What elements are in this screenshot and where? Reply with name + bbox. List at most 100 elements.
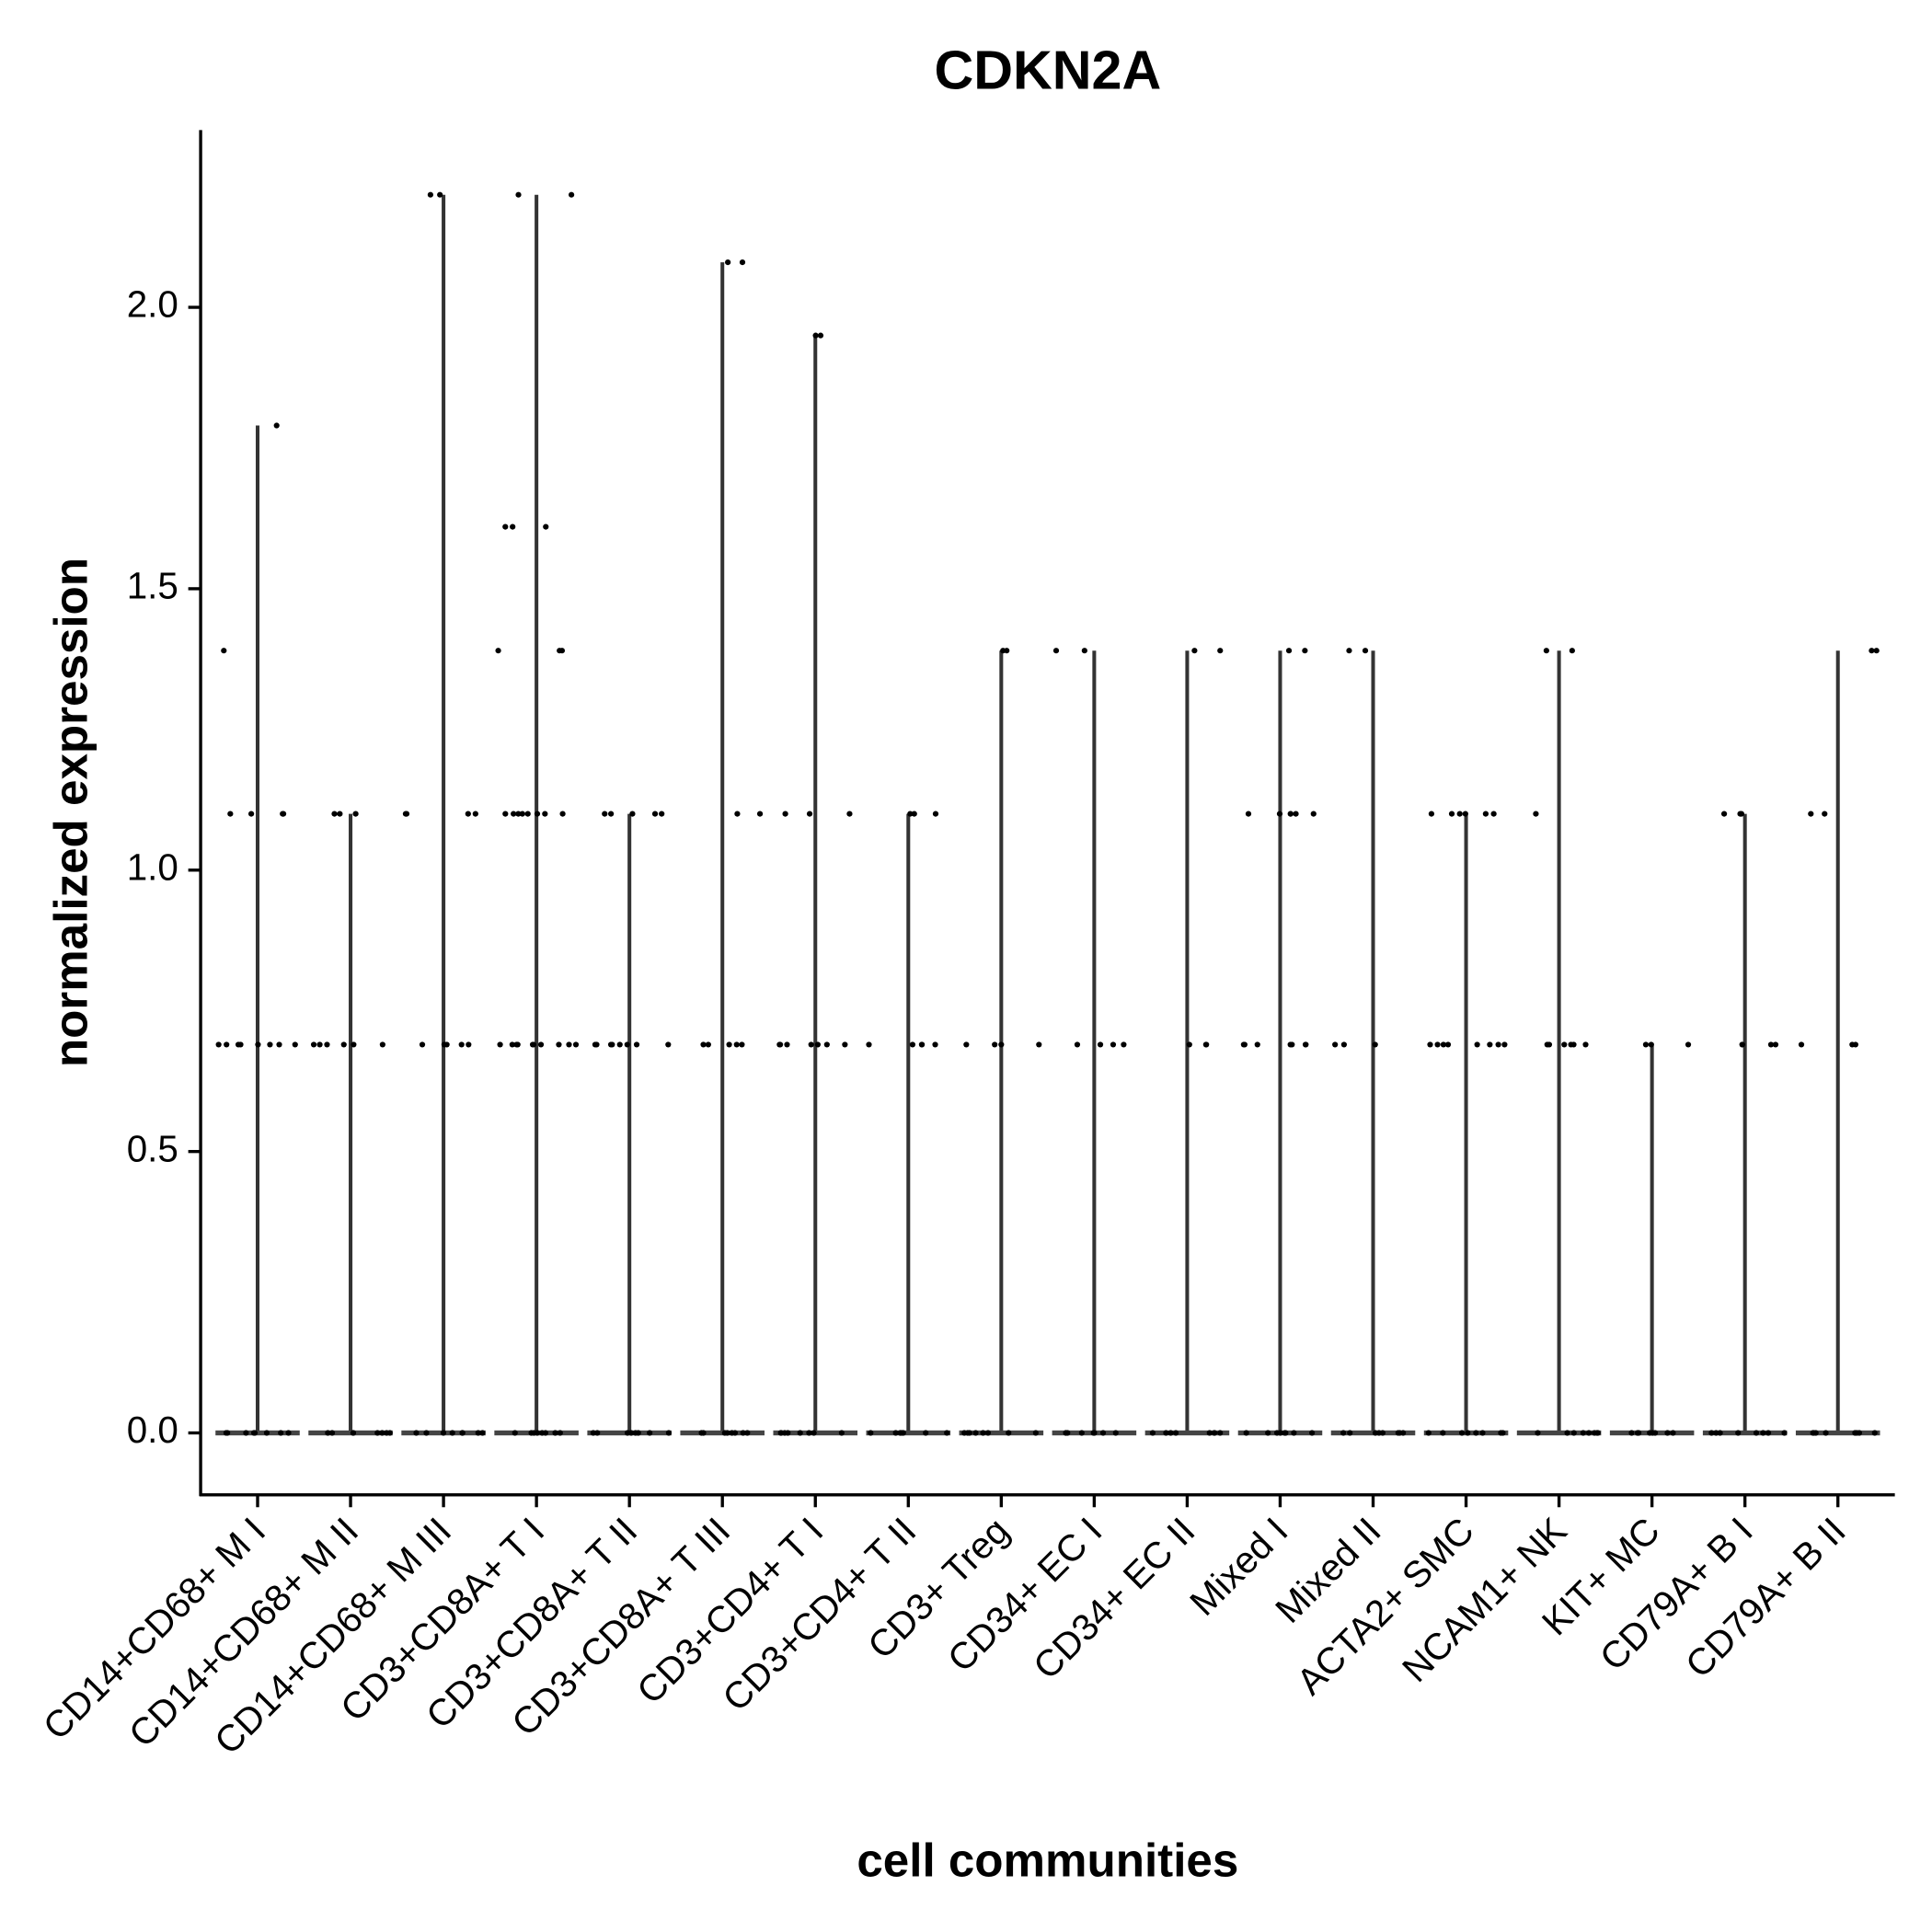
point xyxy=(838,1430,845,1436)
point xyxy=(1265,1430,1271,1436)
y-axis-title: normalized expression xyxy=(44,558,97,1067)
point xyxy=(1032,1430,1039,1436)
point xyxy=(627,1430,635,1436)
point xyxy=(892,1430,899,1436)
point xyxy=(1052,648,1060,654)
y-tick-label: 0.5 xyxy=(127,1127,178,1169)
point xyxy=(1090,1430,1097,1436)
point xyxy=(1772,1041,1779,1048)
point xyxy=(566,1041,572,1048)
point xyxy=(778,1430,785,1436)
point xyxy=(1240,1041,1247,1048)
point xyxy=(1465,1430,1471,1436)
point xyxy=(1582,1041,1589,1048)
point xyxy=(866,1041,872,1048)
point xyxy=(932,811,939,817)
point xyxy=(340,1041,347,1048)
point xyxy=(419,1041,426,1048)
point xyxy=(1375,1430,1383,1436)
point xyxy=(255,1041,261,1048)
point xyxy=(1594,1430,1601,1436)
point xyxy=(744,1430,751,1436)
point xyxy=(1347,1430,1353,1436)
point xyxy=(739,1041,745,1048)
point xyxy=(1340,1041,1347,1048)
point xyxy=(235,1041,242,1048)
point xyxy=(337,811,343,817)
point xyxy=(559,811,566,817)
point xyxy=(1685,1041,1692,1048)
point xyxy=(1456,811,1463,817)
point xyxy=(1282,1430,1289,1436)
point xyxy=(267,1041,273,1048)
point xyxy=(1647,1430,1653,1436)
point xyxy=(1739,1041,1745,1048)
point xyxy=(374,1430,381,1436)
point xyxy=(1628,1430,1635,1436)
point xyxy=(1285,648,1293,654)
point xyxy=(909,1041,916,1048)
point xyxy=(515,191,522,198)
point xyxy=(1427,1041,1433,1048)
point xyxy=(1781,1430,1788,1436)
point xyxy=(1434,1041,1441,1048)
point xyxy=(292,1041,298,1048)
point xyxy=(495,648,501,654)
point xyxy=(1308,1430,1316,1436)
point xyxy=(739,259,746,266)
point xyxy=(423,1430,430,1436)
point xyxy=(923,1430,929,1436)
point xyxy=(350,1430,357,1436)
point xyxy=(961,1430,968,1436)
point xyxy=(539,1430,546,1436)
point xyxy=(1482,811,1489,817)
point xyxy=(1735,1430,1742,1436)
point xyxy=(1501,1041,1508,1048)
point xyxy=(1372,1041,1378,1048)
point xyxy=(647,1430,653,1436)
point xyxy=(502,523,509,530)
point xyxy=(1869,648,1875,654)
point xyxy=(1823,1430,1829,1436)
point xyxy=(1211,1430,1218,1436)
y-tick-label: 1.5 xyxy=(127,565,178,607)
point xyxy=(1302,648,1308,654)
point xyxy=(592,1041,599,1048)
point xyxy=(278,1430,284,1436)
point xyxy=(1172,1430,1179,1436)
point xyxy=(1163,1430,1169,1436)
point xyxy=(325,1430,331,1436)
point xyxy=(519,811,525,817)
point xyxy=(842,1041,848,1048)
point xyxy=(466,1041,472,1048)
point xyxy=(1362,648,1369,654)
point xyxy=(1871,1430,1878,1436)
point xyxy=(513,1041,520,1048)
violin-base xyxy=(1144,1430,1230,1436)
point xyxy=(1310,811,1317,817)
point xyxy=(273,422,280,429)
point xyxy=(402,811,409,817)
point xyxy=(1720,811,1728,817)
point xyxy=(1254,1041,1260,1048)
point xyxy=(331,811,338,817)
point xyxy=(1543,648,1549,654)
point xyxy=(659,811,665,817)
point xyxy=(1112,1430,1119,1436)
point xyxy=(616,1041,623,1048)
point xyxy=(899,1430,905,1436)
violin-base xyxy=(866,1430,951,1436)
point xyxy=(1006,1430,1012,1436)
point xyxy=(1004,648,1010,654)
point xyxy=(1458,1430,1466,1436)
point xyxy=(1717,1430,1723,1436)
point xyxy=(1546,1041,1553,1048)
point xyxy=(1568,1041,1574,1048)
point xyxy=(1186,1041,1192,1048)
point xyxy=(1332,1041,1339,1048)
point xyxy=(475,1430,481,1436)
point xyxy=(1149,1430,1156,1436)
point xyxy=(797,1430,803,1436)
point xyxy=(351,1041,357,1048)
